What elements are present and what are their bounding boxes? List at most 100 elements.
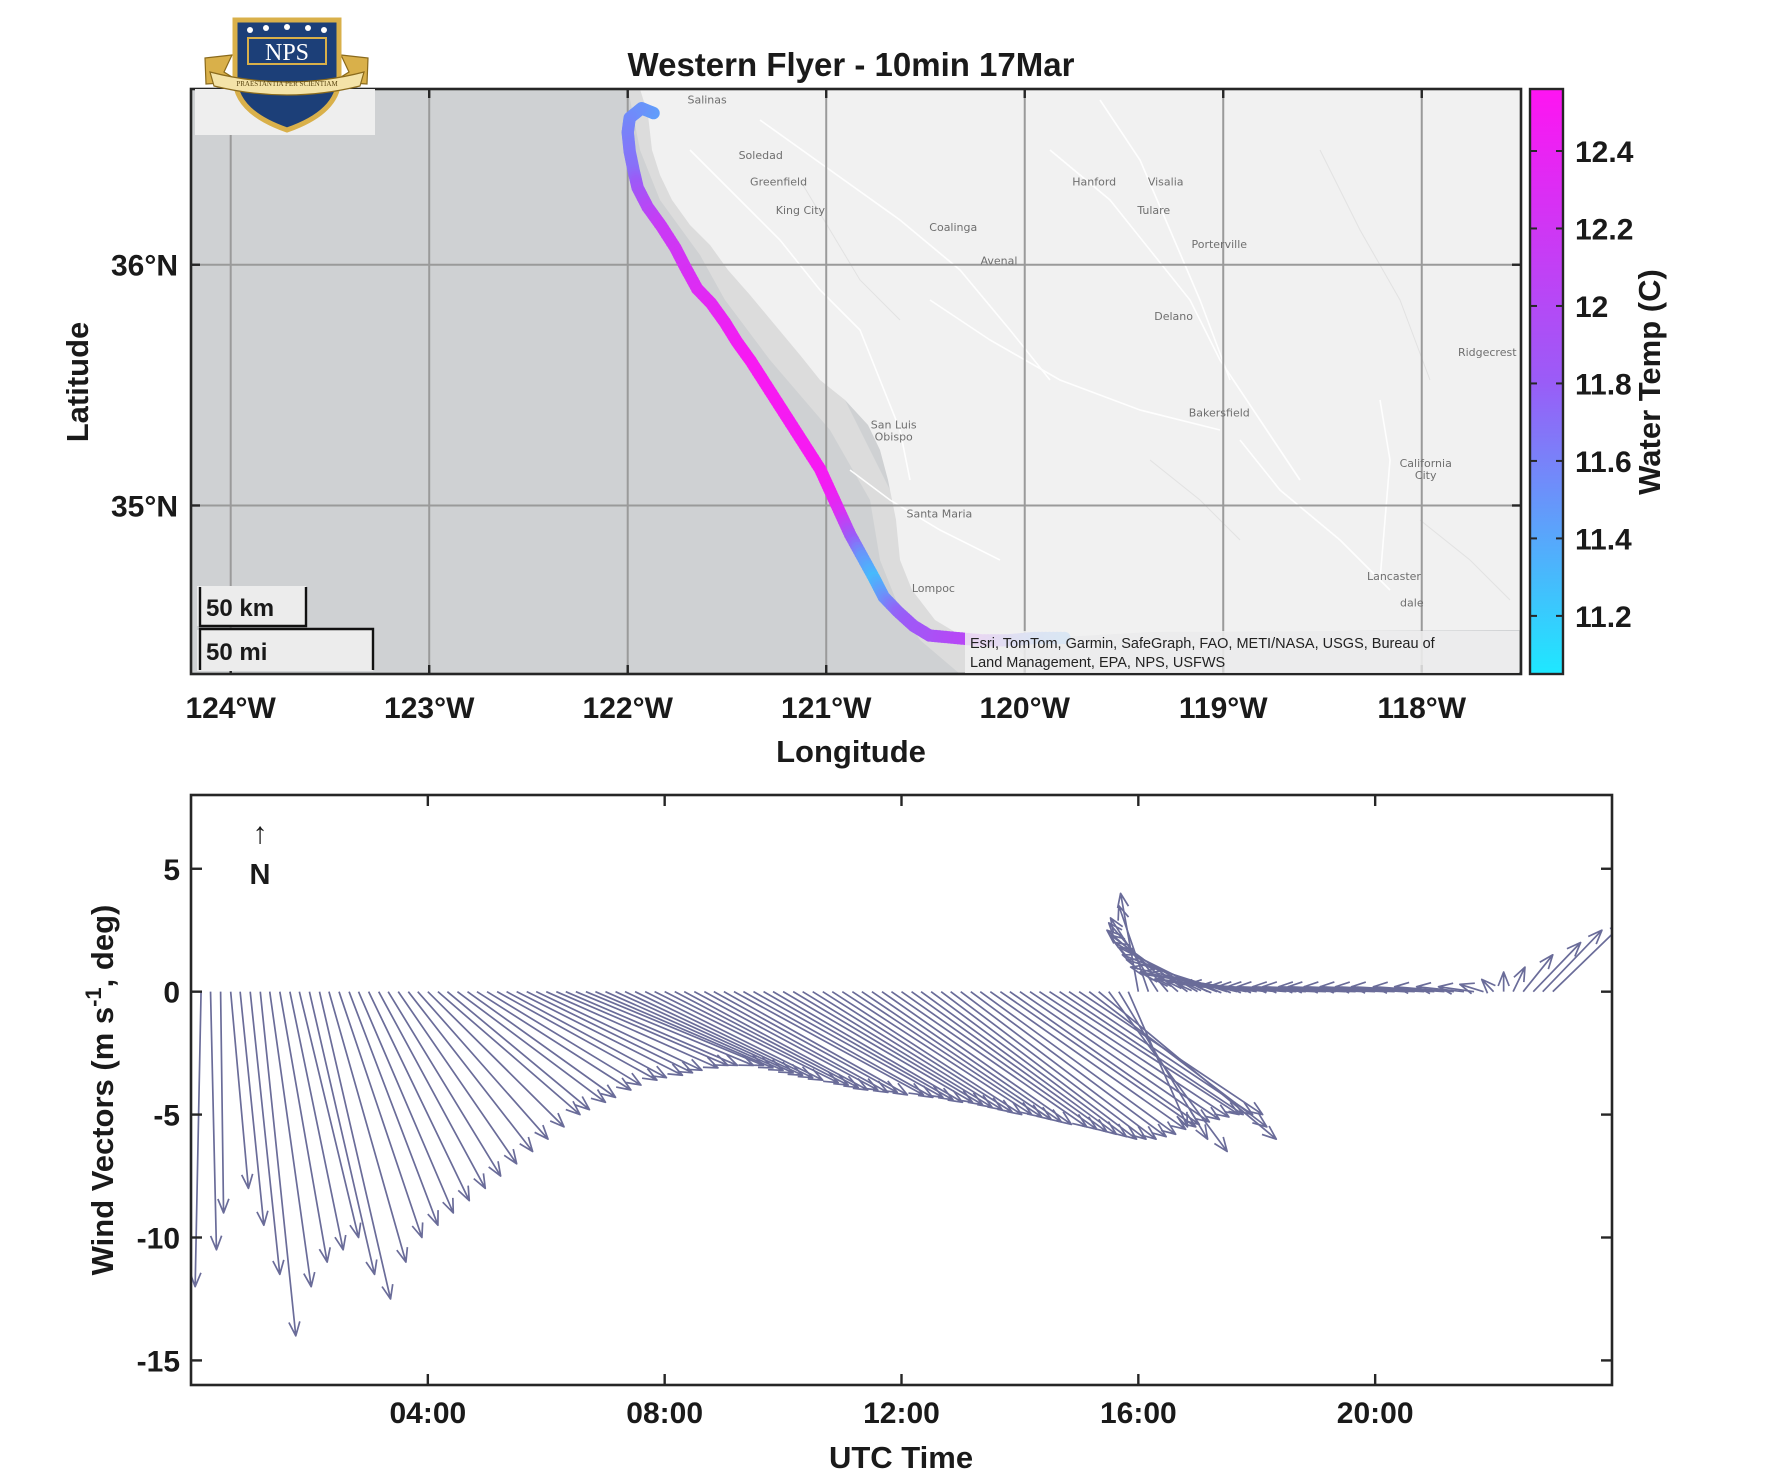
- map-x-tick-label: 118°W: [1377, 692, 1466, 725]
- city-label: dale: [1400, 597, 1424, 610]
- logo-plate: [247, 37, 327, 65]
- map-ticks: 124°W 123°W 122°W 121°W 120°W 119°W 118°W 35°N 3…: [111, 89, 1521, 725]
- wind-vector: [535, 990, 703, 1072]
- wind-vector: [516, 990, 684, 1077]
- wind-vector: [348, 991, 439, 1227]
- attribution-line-2: Land Management, EPA, NPS, USFWS: [970, 655, 1225, 671]
- wind-vector: [486, 990, 642, 1086]
- wind-vector: [417, 991, 549, 1141]
- wind-vector: [446, 991, 591, 1111]
- map-y-axis-label: Latitude: [60, 322, 95, 443]
- wind-vector: [387, 991, 502, 1177]
- wind-vector: [1415, 981, 1465, 995]
- wind-vector: [881, 990, 1073, 1126]
- wind-vector: [1497, 971, 1510, 992]
- wind-vector: [506, 990, 668, 1079]
- quiver-y-axis-label-superscript: -1: [81, 987, 106, 1007]
- wind-vector: [278, 991, 332, 1263]
- colorbar-tick-label: 11.8: [1575, 368, 1632, 401]
- wind-vector: [763, 990, 954, 1101]
- wind-vector: [1522, 953, 1554, 993]
- logo-text: NPS: [265, 40, 309, 66]
- wind-vector: [249, 991, 285, 1276]
- wind-vector: [624, 990, 804, 1077]
- quiver-y-tick-label: 0: [163, 977, 180, 1010]
- colorbar-tick-label: 11.2: [1575, 601, 1632, 634]
- city-label: Hanford: [1072, 175, 1116, 188]
- quiver-y-tick-label: -15: [137, 1345, 180, 1378]
- city-label: California: [1400, 457, 1452, 470]
- city-label: Lompoc: [912, 582, 955, 595]
- basemap: Salinas Soledad Greenfield King City Coaling…: [191, 89, 1521, 674]
- north-label: N: [250, 859, 271, 891]
- wind-vector: [467, 990, 617, 1099]
- scale-bar-km-line: [198, 587, 308, 628]
- wind-vector: [1542, 929, 1603, 993]
- city-label: Santa Maria: [906, 508, 972, 521]
- quiver-x-axis-label: UTC Time: [829, 1440, 973, 1475]
- wind-vector: [989, 990, 1187, 1131]
- wind-vector: [970, 990, 1168, 1138]
- track-points: [621, 102, 1071, 647]
- city-label: Obispo: [875, 430, 913, 443]
- scale-bar: 50 km 50 mi: [197, 586, 375, 671]
- logo-motto: PRAESTANTIA PER SCIENTIAM: [236, 80, 338, 88]
- map-x-tick-label: 119°W: [1179, 692, 1268, 725]
- terrain-lines: [799, 149, 1511, 601]
- map-axes-box: [189, 87, 1523, 676]
- wind-vector: [723, 990, 909, 1096]
- city-label: Lancaster: [1367, 570, 1421, 583]
- quiver-background: [191, 795, 1612, 1385]
- map-y-tick-label: 36°N: [111, 250, 178, 283]
- attribution-box: [965, 631, 1519, 673]
- wind-vector: [1108, 991, 1228, 1153]
- colorbar-ramp: [1528, 87, 1565, 676]
- colorbar-tick-label: 11.6: [1575, 446, 1632, 479]
- wind-vector: [940, 990, 1138, 1141]
- wind-vector: [831, 990, 1023, 1116]
- quiver-x-tick-label: 08:00: [626, 1397, 703, 1430]
- wind-vector: [1049, 990, 1240, 1116]
- wind-vector: [1038, 990, 1230, 1118]
- map-x-tick-label: 124°W: [186, 692, 277, 725]
- figure-title: Western Flyer - 10min 17Mar: [628, 46, 1075, 83]
- wind-vector: [979, 990, 1177, 1136]
- wind-vector: [565, 990, 739, 1067]
- city-label: Avenal: [980, 255, 1017, 268]
- wind-vector: [268, 991, 316, 1288]
- wind-vector: [1019, 990, 1211, 1123]
- quiver-x-tick-label: 20:00: [1337, 1397, 1414, 1430]
- wind-vector: [674, 990, 860, 1089]
- logo-shield: [232, 17, 342, 133]
- map-x-axis-label: Longitude: [776, 734, 926, 769]
- wind-vector: [693, 990, 879, 1091]
- wind-vector: [229, 991, 254, 1190]
- wind-vector: [703, 990, 889, 1094]
- city-label: Coalinga: [929, 221, 977, 234]
- map-grid: [191, 89, 1521, 674]
- colorbar-tick-label: 12.2: [1575, 213, 1633, 246]
- wind-vector: [1458, 982, 1484, 995]
- wind-vector: [456, 990, 607, 1104]
- wind-vector: [239, 991, 269, 1227]
- wind-vector: [1116, 892, 1140, 992]
- wind-vector: [1532, 941, 1582, 993]
- city-label: Ridgecrest: [1458, 346, 1517, 359]
- wind-vector: [328, 991, 409, 1263]
- scale-bar-km-box: [197, 586, 306, 626]
- wind-vector: [298, 991, 362, 1239]
- wind-vector: [496, 990, 658, 1082]
- city-label: San Luis: [871, 418, 917, 431]
- quiver-y-axis-label-part-2: , deg): [85, 905, 120, 988]
- wind-vector: [397, 991, 518, 1165]
- scale-bar-mi-line: [198, 627, 375, 670]
- wind-vector: [683, 990, 869, 1091]
- city-label: Greenfield: [750, 175, 807, 188]
- city-label: Tulare: [1136, 204, 1170, 217]
- map-x-tick-label: 120°W: [980, 692, 1071, 725]
- attribution: Esri, TomTom, Garmin, SafeGraph, FAO, ME…: [965, 631, 1519, 673]
- quiver-y-tick-label: -5: [153, 1100, 180, 1133]
